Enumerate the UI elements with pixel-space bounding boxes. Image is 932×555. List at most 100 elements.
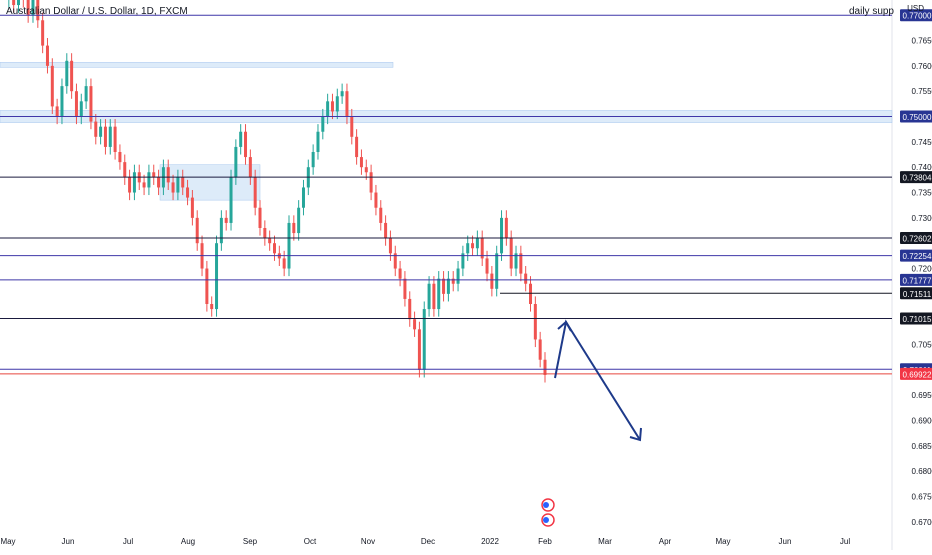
candle-body (432, 283, 436, 310)
currency-label: USD (907, 4, 924, 13)
note-label: daily supp (848, 6, 894, 17)
y-tick-label: 0.69500 (912, 391, 932, 400)
candle-body (79, 101, 83, 117)
candle-body (181, 177, 185, 188)
candle-body (176, 177, 180, 193)
y-tick-label: 0.67500 (912, 493, 932, 502)
candle-body (99, 126, 103, 137)
candle-body (263, 228, 267, 239)
candle-body (195, 217, 199, 244)
candle-body (461, 253, 465, 269)
candle-body (297, 207, 301, 234)
candle-body (374, 192, 378, 208)
y-tick-label: 0.74000 (912, 163, 932, 172)
candle-body (437, 278, 441, 310)
level-tag-0.73804 (900, 171, 932, 184)
y-tick-label: 0.69000 (912, 417, 932, 426)
candle-body (70, 60, 74, 92)
candle-body (316, 131, 320, 152)
candle-body (89, 86, 93, 122)
level-label-0.72254: 0.72254 (903, 252, 932, 261)
event-flag-icon-inner (543, 517, 549, 523)
candle-body (355, 136, 359, 158)
candle-body (234, 146, 238, 178)
y-tick-label: 0.68500 (912, 442, 932, 451)
candle-body (326, 101, 330, 117)
candle-body (408, 298, 412, 320)
candle-body (417, 329, 421, 370)
zone-0 (0, 62, 394, 68)
level-tag-0.75000 (900, 110, 932, 123)
candle-body (413, 319, 417, 330)
annotation-arrow-path (554, 319, 641, 441)
candle-body (108, 126, 112, 147)
candle-body (379, 207, 383, 223)
candle-body (253, 177, 257, 208)
candle-body (205, 268, 209, 304)
y-tick-label: 0.67000 (912, 518, 932, 527)
candle-body (292, 222, 296, 234)
candle-body (210, 304, 214, 310)
candle-body (427, 283, 431, 310)
candle-body (350, 116, 354, 137)
candle-body (103, 126, 107, 147)
candle-body (485, 258, 489, 274)
candle-body (500, 217, 504, 254)
candle-body (41, 20, 45, 46)
candle-body (475, 238, 479, 249)
x-tick-label: May (715, 537, 730, 546)
level-label-0.75000: 0.75000 (903, 113, 932, 122)
candle-body (384, 222, 388, 239)
candle-body (128, 177, 132, 193)
y-tick-label: 0.68000 (912, 467, 932, 476)
x-tick-label: Oct (304, 537, 317, 546)
annotation-arrowhead-down (629, 427, 642, 442)
candle-body (118, 152, 122, 163)
level-tag-0.69922 (900, 367, 932, 380)
candle-body (60, 86, 64, 117)
y-tick-label: 0.76500 (912, 37, 932, 46)
symbol-label: Australian Dollar / U.S. Dollar, 1D, FXC… (6, 6, 188, 17)
candle-body (123, 162, 127, 178)
candle-body (335, 96, 339, 112)
level-label-0.69922: 0.69922 (903, 370, 932, 379)
level-tag-0.77000 (900, 9, 932, 22)
candle-body (65, 60, 69, 87)
candle-body (258, 207, 262, 228)
y-tick-label: 0.73000 (912, 214, 932, 223)
candle-body (466, 243, 470, 254)
candle-body (273, 243, 276, 254)
candle-body (359, 157, 363, 168)
candle-body (490, 273, 494, 289)
annotation-arrowhead-up (557, 320, 572, 332)
candle-body (55, 106, 59, 117)
candle-body (147, 172, 151, 188)
x-tick-label: May (0, 537, 15, 546)
candle-body (301, 187, 305, 208)
candle-body (268, 238, 272, 244)
candle-body (345, 91, 349, 117)
candle-body (340, 91, 344, 97)
zone-2 (159, 164, 261, 201)
candle-body (514, 253, 518, 269)
level-tag-0.72254 (900, 249, 932, 262)
candle-body (393, 253, 397, 269)
candle-body (480, 238, 484, 259)
candle-body (442, 278, 446, 294)
candle-body (31, 0, 35, 16)
candle-body (519, 253, 523, 274)
level-label-0.73804: 0.73804 (903, 174, 932, 183)
candle-body (219, 217, 223, 244)
candle-body (16, 0, 20, 6)
candle-body (94, 121, 98, 137)
candle-body (50, 65, 54, 107)
x-tick-label: Apr (659, 537, 672, 546)
level-tag-0.72602 (900, 232, 932, 245)
x-tick-label: Aug (181, 537, 195, 546)
level-tag-0.71015 (900, 312, 932, 325)
y-tick-label: 0.75500 (912, 87, 932, 96)
candle-body (239, 131, 243, 147)
candle-body (229, 177, 233, 223)
